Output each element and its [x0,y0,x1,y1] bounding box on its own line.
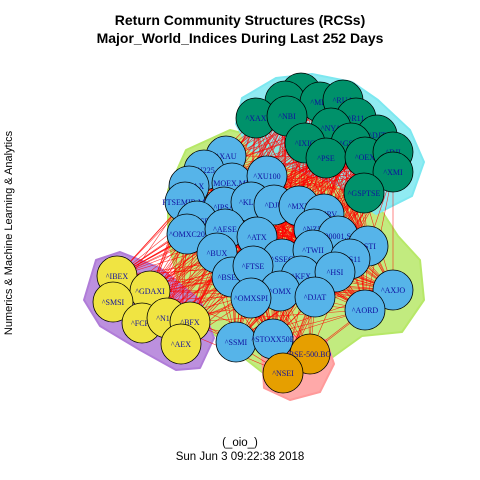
chart-subtitle: Major_World_Indices During Last 252 Days [96,30,384,46]
node-label: ^XMI [383,168,403,177]
node-label: ^DJT [368,131,386,140]
node-label: ^XAX [245,114,266,123]
node: ^AXJO [372,269,414,311]
node-label: ^FTSE [242,262,265,271]
node: ^OMXSPI [230,277,272,319]
node-label: ^OEX [355,153,375,162]
node-label: FTSEMIB.MI [162,198,208,207]
node-label: ^IBEX [106,272,129,281]
node-circle [262,352,304,394]
node-label: ^AEX [171,340,191,349]
network-nodes: ^NWX^RUT^MID^RUA^XAX^NBI^R11^NYA^DJT^IXI… [92,72,414,394]
node-label: ^MID [310,98,330,107]
node-label: ^XU100 [253,172,280,181]
node-label: ^OMXSPI [234,294,268,303]
node: ^NSEI [262,352,304,394]
node-label: ^NZ50 [303,225,325,234]
side-label: Numerics & Machine Learning & Analytics [3,130,15,335]
node-label: ^TWII [302,246,324,255]
node-circle [230,277,272,319]
node: ^AORD [344,289,386,331]
side-label-text: Numerics & Machine Learning & Analytics [3,130,15,335]
node-label: ^BFX [180,318,200,327]
node-label: ^ATX [247,233,267,242]
node-label: ^HSI [327,268,344,277]
node-label: ^SSEC [271,255,294,264]
node-label: ^XAU [215,152,236,161]
node-label: ^N225 [193,166,215,175]
node: ^SSMI [215,321,257,363]
node-circle [160,323,202,365]
node-label: ^STI [360,242,376,251]
footer-signature: (_oio_) [222,437,258,449]
node-label: ^OMXC20 [169,230,205,239]
node: ^XMI [372,151,414,193]
node: ^PSE [305,137,347,179]
node-label: ^NBI [278,112,296,121]
node-label: ^NSEI [272,369,294,378]
node-circle [294,276,336,318]
node-label: ^N100 [156,314,178,323]
node-label: ^GSPTSE [348,189,381,198]
node-label: ^RUA [333,96,354,105]
node: ^FTSE [232,245,274,287]
node-label: ^SMSI [102,298,125,307]
node-circle [92,281,134,323]
node-label: 000001.SS [321,232,356,241]
node-label: ^GDAXI [135,287,165,296]
chart-title: Return Community Structures (RCSs) [114,12,366,28]
node-label: ^OMX [269,287,292,296]
node-label: ^NYA [321,124,341,133]
node-label: ^AXJO [381,286,405,295]
node-label: ^MXX [288,202,311,211]
footer-timestamp: Sun Jun 3 09:22:38 2018 [175,451,305,463]
node-label: ^KLSE [239,198,263,207]
node-label: ^AORD [352,306,379,315]
node-label: MOEX.ME [213,179,251,188]
node-label: ^STOXX50E [251,335,294,344]
edge [189,309,366,323]
node: ^AEX [160,323,202,365]
node-label: ^AESE [213,225,237,234]
node-label: ^R11 [348,114,365,123]
node-circle [372,269,414,311]
node-label: ^BUX [207,249,228,258]
node-label: ^PSE [317,154,335,163]
node-label: ^SSMI [225,338,248,347]
node: ^SMSI [92,281,134,323]
node-label: ^KFX [291,272,311,281]
node: ^GSPTSE [343,172,385,214]
node-label: BSE-500.BO [289,350,332,359]
node-label: ^DJU [265,201,284,210]
node-label: ^FCHI [131,319,153,328]
node-circle [343,172,385,214]
node-label: ^DJAT [304,293,327,302]
node-circle [344,289,386,331]
node-label: ^BSESN [218,273,247,282]
node: ^DJAT [294,276,336,318]
node-label: ^IXIC [295,139,315,148]
node-circle [372,151,414,193]
node-label: ^IPSA [213,203,234,212]
